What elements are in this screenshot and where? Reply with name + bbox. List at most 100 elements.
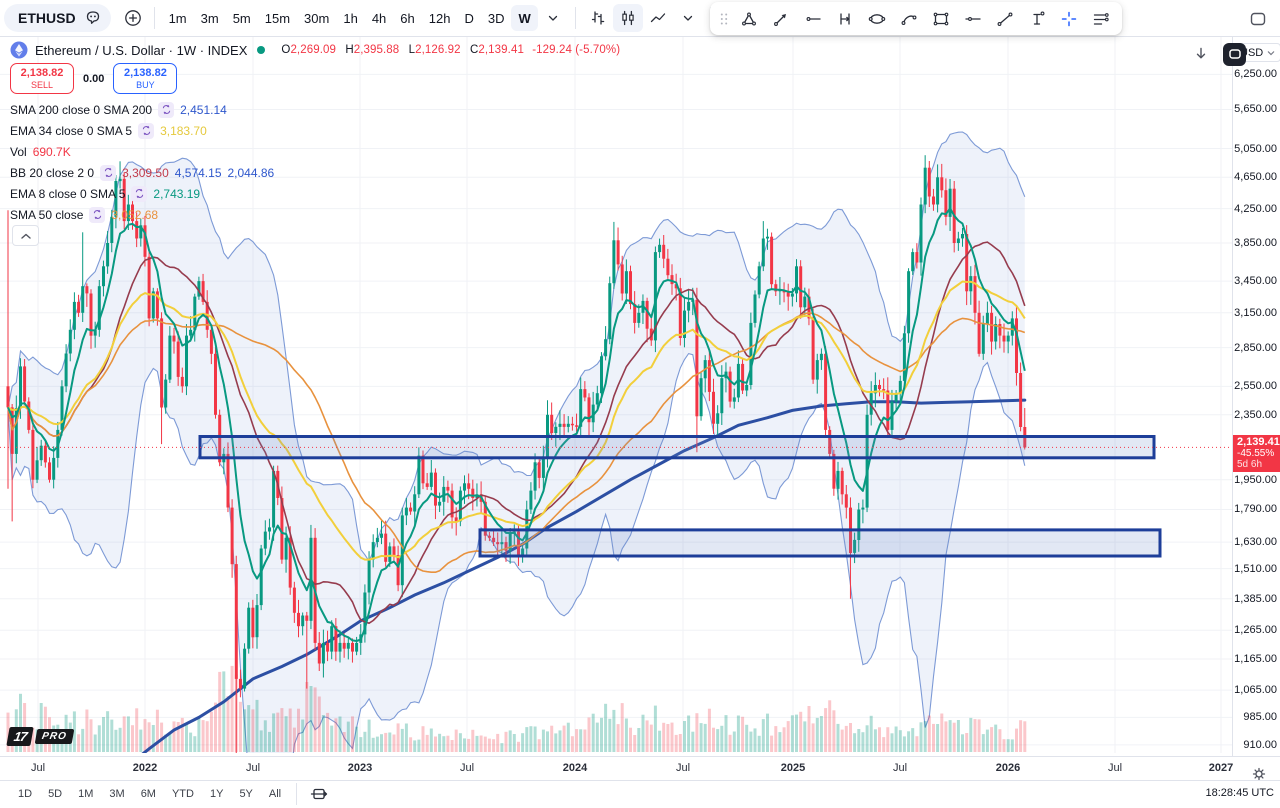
timeframe-1h[interactable]: 1h bbox=[343, 10, 358, 26]
legend-row[interactable]: EMA 34 close 0 SMA 5 3,183.70 bbox=[10, 120, 274, 141]
gear-icon bbox=[1250, 765, 1268, 783]
timeframe-5m[interactable]: 5m bbox=[232, 10, 251, 26]
legend-label: SMA 200 close 0 SMA 200 bbox=[10, 102, 153, 117]
range-All[interactable]: All bbox=[268, 787, 282, 800]
low-value: 2,126.92 bbox=[415, 44, 461, 56]
fullscreen-button[interactable] bbox=[1243, 5, 1273, 33]
time-axis[interactable]: Jul 2022 Jul 2023 Jul 2024 Jul 2025 Jul 2026 Jul 20… bbox=[0, 756, 1280, 781]
buy-button[interactable]: 2,138.82 BUY bbox=[113, 63, 178, 94]
range-1M[interactable]: 1M bbox=[78, 787, 94, 800]
legend-collapse-button[interactable] bbox=[12, 225, 39, 246]
market-status-dot[interactable] bbox=[257, 46, 266, 54]
candles-style-icon bbox=[619, 9, 637, 27]
timeframe-12h[interactable]: 12h bbox=[428, 10, 451, 26]
support-zone[interactable] bbox=[478, 528, 1162, 558]
legend-label: EMA 8 close 0 SMA 5 bbox=[10, 186, 126, 201]
bottom-bar: 1D 5D 1M 3M 6M YTD 1Y 5Y All 18:28:45 UTC bbox=[0, 780, 1280, 806]
parallel-channel-tool-button[interactable] bbox=[1085, 5, 1117, 33]
load-chart-button[interactable] bbox=[1186, 40, 1216, 68]
axis-settings-button[interactable] bbox=[1244, 760, 1274, 788]
legend-row[interactable]: SMA 200 close 0 SMA 200 2,451.14 bbox=[10, 99, 274, 120]
trend-arrow-tool-button[interactable] bbox=[765, 5, 797, 33]
date-price-range-tool-button[interactable] bbox=[829, 5, 861, 33]
range-YTD[interactable]: YTD bbox=[171, 787, 194, 800]
sync-icon[interactable] bbox=[138, 122, 155, 139]
trend-line-tool-button[interactable] bbox=[989, 5, 1021, 33]
ema8-line bbox=[7, 207, 1026, 642]
horizontal-ray-tool-button[interactable] bbox=[797, 5, 829, 33]
open-value: 2,269.09 bbox=[290, 44, 337, 56]
clock[interactable]: 18:28:45 UTC bbox=[1205, 787, 1274, 799]
open-label: O bbox=[281, 44, 291, 56]
range-1D[interactable]: 1D bbox=[18, 787, 33, 800]
curve-icon bbox=[900, 10, 918, 28]
price-axis-label: 1,950.00 bbox=[1234, 473, 1277, 486]
horizontal-line-tool-button[interactable] bbox=[957, 5, 989, 33]
curve-tool-button[interactable] bbox=[893, 5, 925, 33]
legend-row[interactable]: EMA 8 close 0 SMA 5 2,743.19 bbox=[10, 183, 274, 204]
close-label: C bbox=[469, 44, 479, 56]
go-to-date-button[interactable] bbox=[304, 780, 334, 808]
timeframe-3m[interactable]: 3m bbox=[200, 10, 219, 26]
chevron-down-icon bbox=[679, 9, 697, 27]
timeframe-30m[interactable]: 30m bbox=[304, 10, 330, 26]
timeframe-4h[interactable]: 4h bbox=[371, 10, 387, 26]
triangle-pattern-tool-button[interactable] bbox=[733, 5, 765, 33]
range-5D[interactable]: 5D bbox=[48, 787, 63, 800]
snapshot-button[interactable] bbox=[1223, 42, 1246, 66]
buy-price: 2,138.82 bbox=[124, 67, 167, 79]
timeframe-1m[interactable]: 1m bbox=[168, 10, 187, 26]
sync-icon[interactable] bbox=[131, 185, 148, 202]
timeframe-list: 1m 3m 5m 15m 30m 1h 4h 6h 12h D 3D W bbox=[162, 5, 538, 31]
timeframe-menu-button[interactable] bbox=[538, 4, 568, 32]
chart-canvas[interactable] bbox=[0, 37, 1232, 756]
high-value: 2,395.88 bbox=[353, 44, 400, 56]
legend-row[interactable]: BB 20 close 2 0 3,309.50 4,574.15 2,044.86 bbox=[10, 162, 274, 183]
range-1Y[interactable]: 1Y bbox=[209, 787, 224, 800]
price-axis-label: 985.00 bbox=[1243, 711, 1277, 724]
timeframe-3D[interactable]: 3D bbox=[487, 10, 505, 26]
legend-value: 2,451.14 bbox=[180, 102, 227, 117]
sync-icon[interactable] bbox=[100, 164, 117, 181]
symbol-info-bar[interactable]: Ethereum / U.S. Dollar · 1W · INDEX O2,2… bbox=[10, 41, 620, 59]
bollinger-lower-line bbox=[7, 352, 1026, 753]
range-3M[interactable]: 3M bbox=[109, 787, 125, 800]
sync-icon[interactable] bbox=[89, 206, 106, 223]
timeframe-6h[interactable]: 6h bbox=[400, 10, 415, 26]
line-style-icon bbox=[649, 9, 667, 27]
drawing-tools-panel bbox=[710, 2, 1122, 35]
timeframe-15m[interactable]: 15m bbox=[264, 10, 291, 26]
bar-style-button[interactable] bbox=[583, 4, 613, 32]
sync-icon[interactable] bbox=[158, 101, 175, 118]
legend-value: 2,743.19 bbox=[153, 186, 201, 201]
timeframe-D[interactable]: D bbox=[464, 10, 474, 26]
style-menu-button[interactable] bbox=[673, 4, 703, 32]
range-5Y[interactable]: 5Y bbox=[239, 787, 253, 800]
compare-add-button[interactable] bbox=[119, 4, 147, 32]
time-axis-label: Jul bbox=[30, 762, 46, 774]
legend-row[interactable]: SMA 50 close 3,052.68 bbox=[10, 204, 274, 225]
drag-handle-icon[interactable] bbox=[715, 10, 733, 28]
candle-style-button[interactable] bbox=[612, 4, 643, 32]
price-axis-label: 1,630.00 bbox=[1234, 536, 1277, 549]
ellipse-tool-button[interactable] bbox=[861, 5, 893, 33]
time-axis-label: Jul bbox=[459, 762, 475, 774]
line-style-button[interactable] bbox=[643, 4, 673, 32]
range-6M[interactable]: 6M bbox=[140, 787, 156, 800]
rectangle-tool-button[interactable] bbox=[925, 5, 957, 33]
plus-circle-icon bbox=[124, 9, 142, 27]
legend-row[interactable]: Vol 690.7K bbox=[10, 141, 274, 162]
sell-button[interactable]: 2,138.82 SELL bbox=[10, 63, 74, 94]
text-tool-tool-button[interactable] bbox=[1021, 5, 1053, 33]
bollinger-upper-line bbox=[7, 131, 1026, 563]
price-axis-label: 5,650.00 bbox=[1234, 103, 1277, 116]
crosshair-tool-button[interactable] bbox=[1053, 5, 1085, 33]
symbol-search-button[interactable]: ETHUSD bbox=[4, 4, 111, 32]
text-tool-icon bbox=[1028, 10, 1046, 28]
legend-value: 3,052.68 bbox=[111, 207, 159, 222]
chevron-down-icon bbox=[544, 9, 562, 27]
price-axis[interactable]: USD 2,139.41 -45.55% 5d 6h 6,250.00 5,650… bbox=[1232, 37, 1280, 780]
sma50-line bbox=[7, 311, 1026, 574]
timeframe-W[interactable]: W bbox=[511, 5, 538, 31]
ideas-bubble-icon[interactable] bbox=[84, 9, 102, 27]
